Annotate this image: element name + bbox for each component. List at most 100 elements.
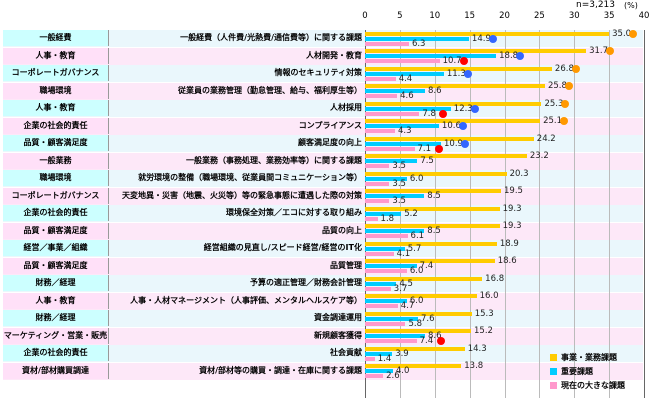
table-row: 品質・顧客満足度 品質の向上 (3, 222, 643, 240)
bar-important (365, 124, 439, 128)
category-label: 品質・顧客満足度 (3, 222, 109, 239)
gridline (574, 30, 576, 398)
value-label: 6.0 (409, 173, 424, 184)
bar-current (365, 374, 384, 378)
issue-label: 新規顧客獲得 (314, 330, 362, 340)
bar-current (365, 304, 398, 308)
bar-important (365, 141, 442, 146)
legend-swatch (550, 354, 557, 361)
value-label: 4.0 (395, 366, 410, 376)
bar-important (365, 71, 444, 76)
marker-dot-blue (461, 139, 470, 148)
value-label: 7.1 (417, 143, 432, 154)
value-label: 5.7 (407, 243, 422, 254)
value-label: 6.1 (410, 231, 425, 241)
value-label: 3.5 (392, 178, 406, 189)
tick-label: 25 (533, 11, 545, 21)
value-label: 19.3 (502, 221, 522, 231)
value-label: 8.6 (427, 86, 442, 96)
issue-label: 品質の向上 (322, 225, 362, 235)
issue-label: 経営組織の見直し/スピード経営/経営のIT化 (203, 243, 362, 252)
tick-label: 20 (499, 11, 510, 21)
n-label: n=3,213 (576, 0, 616, 10)
issue-label: 人事・人材マネージメント（人事評価、メンタルヘルスケア等） (130, 295, 362, 305)
issue-label: コンプライアンス (298, 120, 362, 130)
value-label: 7.4 (419, 336, 434, 346)
gridline (539, 30, 541, 398)
category-label: 企業の社会的責任 (3, 345, 109, 361)
issue-label: 社会貢献 (330, 348, 362, 357)
value-label: 3.5 (392, 196, 406, 206)
value-label: 8.6 (427, 331, 442, 341)
bar-current (365, 321, 406, 326)
issue-label: 顧客満足度の向上 (298, 138, 362, 147)
table-row: 企業の社会的責任 社会貢献 (3, 345, 643, 362)
bar-important (365, 334, 425, 338)
bar-business (365, 206, 500, 211)
bar-business (365, 49, 587, 53)
category-label: 人事・教育 (3, 292, 109, 309)
category-label: コーポレートガバナンス (3, 65, 109, 81)
value-label: 16.0 (479, 291, 499, 301)
value-label: 1.4 (377, 353, 392, 364)
bar-important (365, 54, 497, 58)
marker-dot-blue (470, 104, 479, 113)
bar-current (365, 76, 396, 81)
bar-current (365, 216, 378, 221)
bar-business (365, 66, 552, 71)
category-label: 資材/部材購買調達 (3, 362, 109, 379)
tick-label: 15 (464, 11, 476, 21)
issue-label: 天変地異・災害（地震、火災等）等の緊急事態に遭遇した際の対策 (122, 190, 362, 200)
gridline (469, 30, 471, 398)
bar-important (365, 36, 469, 41)
table-row: 経営／事業／組織 経営組織の見直し/スピード経営/経営のIT化 (3, 240, 643, 257)
value-label: 4.6 (400, 91, 414, 101)
table-row: コーポレートガバナンス 天変地異・災害（地震、火災等）等の緊急事態に遭遇した際の対… (3, 187, 643, 205)
tick-label: 30 (568, 11, 580, 21)
value-label: 10.9 (444, 138, 463, 149)
value-label: 8.5 (427, 226, 441, 236)
bar-business (365, 101, 542, 106)
value-label: 3.7 (393, 283, 408, 294)
category-label: 人事・教育 (3, 47, 109, 64)
value-label: 11.3 (446, 68, 466, 79)
tick-label: 40 (638, 11, 650, 21)
value-label: 5.8 (408, 318, 422, 329)
marker-dot-orange (606, 47, 615, 55)
bar-important (365, 159, 418, 163)
value-label: 10.7 (442, 56, 462, 66)
bar-business (365, 329, 472, 333)
category-label: 財務／経理 (3, 275, 109, 291)
legend-label: 重要課題 (561, 367, 593, 376)
category-label: 人事・教育 (3, 100, 109, 116)
marker-dot-orange (561, 99, 570, 108)
bar-current (365, 111, 420, 116)
value-label: 16.8 (485, 273, 505, 284)
bar-current (365, 146, 415, 151)
value-label: 25.3 (544, 98, 564, 109)
gridline (644, 30, 645, 398)
issue-label: 一般経費（人件費/光熱費/通信費等）に関する課題 (180, 33, 362, 42)
value-label: 14.9 (471, 33, 491, 44)
table-row: 人事・教育 人事・人材マネージメント（人事評価、メンタルヘルスケア等） (3, 292, 643, 310)
bar-current (365, 286, 391, 291)
value-label: 24.2 (536, 133, 556, 144)
bar-current (365, 269, 407, 273)
value-label: 14.3 (467, 343, 487, 354)
bar-business (365, 31, 610, 36)
bar-current (365, 41, 409, 46)
value-label: 35.0 (612, 28, 632, 39)
issue-label: 予算の適正管理／財務会計管理 (250, 278, 362, 287)
value-label: 4.7 (400, 301, 415, 311)
category-label: 経営／事業／組織 (3, 240, 109, 256)
value-label: 8.5 (427, 191, 441, 201)
bar-important (365, 264, 417, 268)
issue-label: 人材採用 (330, 103, 362, 112)
value-label: 7.8 (422, 108, 436, 119)
marker-dot-blue (488, 34, 497, 43)
bar-business (365, 364, 462, 368)
value-label: 3.5 (392, 161, 406, 171)
value-label: 6.3 (411, 38, 426, 49)
table-row: マーケティング・営業・販売 新規顧客獲得 (3, 327, 643, 345)
